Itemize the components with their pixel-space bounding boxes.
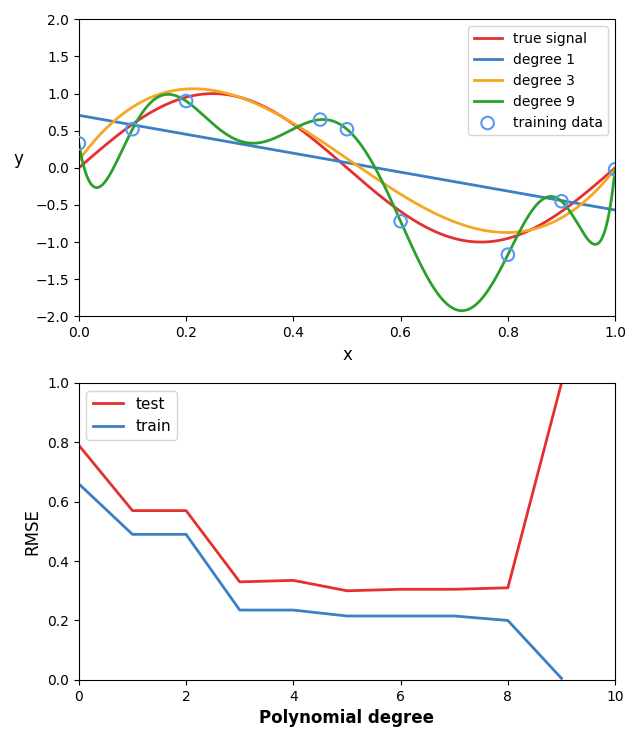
true signal [130, 119, 138, 128]
Line: degree 1: degree 1 [79, 116, 615, 210]
true signal [292, 122, 300, 130]
train [129, 530, 136, 539]
test [397, 585, 404, 594]
Line: degree 3: degree 3 [79, 89, 615, 233]
test [236, 577, 244, 586]
training data [181, 95, 191, 107]
degree 9 [444, 300, 451, 309]
degree 1 [130, 121, 138, 130]
train [182, 530, 190, 539]
true signal [477, 238, 484, 247]
train [504, 616, 512, 625]
training data [127, 123, 138, 135]
degree 3 [493, 227, 501, 236]
Legend: true signal, degree 1, degree 3, degree 9, training data: true signal, degree 1, degree 3, degree … [468, 27, 608, 135]
degree 1 [75, 111, 83, 120]
train [289, 605, 297, 614]
Legend: test, train: test, train [86, 391, 177, 440]
test [182, 506, 190, 515]
degree 1 [311, 153, 319, 162]
training data [342, 123, 352, 135]
true signal [75, 163, 83, 172]
training data [556, 196, 566, 207]
training data [315, 113, 325, 125]
degree 9 [75, 139, 83, 147]
Y-axis label: RMSE: RMSE [24, 508, 42, 555]
true signal [611, 163, 619, 172]
degree 3 [189, 84, 197, 93]
training data [503, 249, 513, 261]
X-axis label: x: x [342, 345, 352, 364]
degree 9 [164, 90, 172, 99]
degree 9 [611, 165, 619, 173]
test [75, 441, 83, 450]
training data [74, 137, 84, 149]
test [289, 576, 297, 585]
train [343, 611, 351, 620]
degree 9 [504, 250, 511, 259]
test [343, 586, 351, 595]
degree 3 [312, 133, 319, 142]
train [397, 611, 404, 620]
Line: true signal: true signal [79, 93, 615, 242]
degree 3 [75, 156, 83, 165]
degree 1 [292, 149, 300, 158]
true signal [444, 232, 451, 241]
true signal [312, 136, 319, 145]
Line: train: train [79, 484, 561, 678]
training data [610, 163, 620, 175]
test [129, 506, 136, 515]
degree 3 [503, 228, 511, 237]
test [504, 583, 512, 592]
degree 9 [130, 123, 138, 132]
Line: test: test [79, 383, 561, 591]
training data [396, 216, 406, 227]
degree 9 [292, 123, 300, 132]
degree 9 [458, 306, 465, 315]
degree 9 [494, 269, 502, 278]
degree 9 [312, 116, 319, 124]
degree 1 [444, 176, 451, 185]
train [75, 479, 83, 488]
degree 3 [292, 121, 300, 130]
test [451, 585, 458, 594]
degree 3 [611, 165, 619, 173]
true signal [209, 89, 217, 98]
test [557, 379, 565, 388]
degree 1 [611, 205, 619, 214]
train [236, 605, 244, 614]
train [451, 611, 458, 620]
degree 1 [493, 185, 501, 193]
degree 3 [130, 102, 138, 111]
true signal [494, 236, 502, 245]
true signal [504, 234, 511, 243]
degree 3 [444, 215, 451, 224]
train [557, 674, 565, 682]
Y-axis label: y: y [14, 150, 24, 167]
degree 3 [504, 228, 511, 237]
X-axis label: Polynomial degree: Polynomial degree [259, 709, 435, 727]
degree 1 [503, 187, 511, 196]
Line: degree 9: degree 9 [79, 94, 615, 310]
